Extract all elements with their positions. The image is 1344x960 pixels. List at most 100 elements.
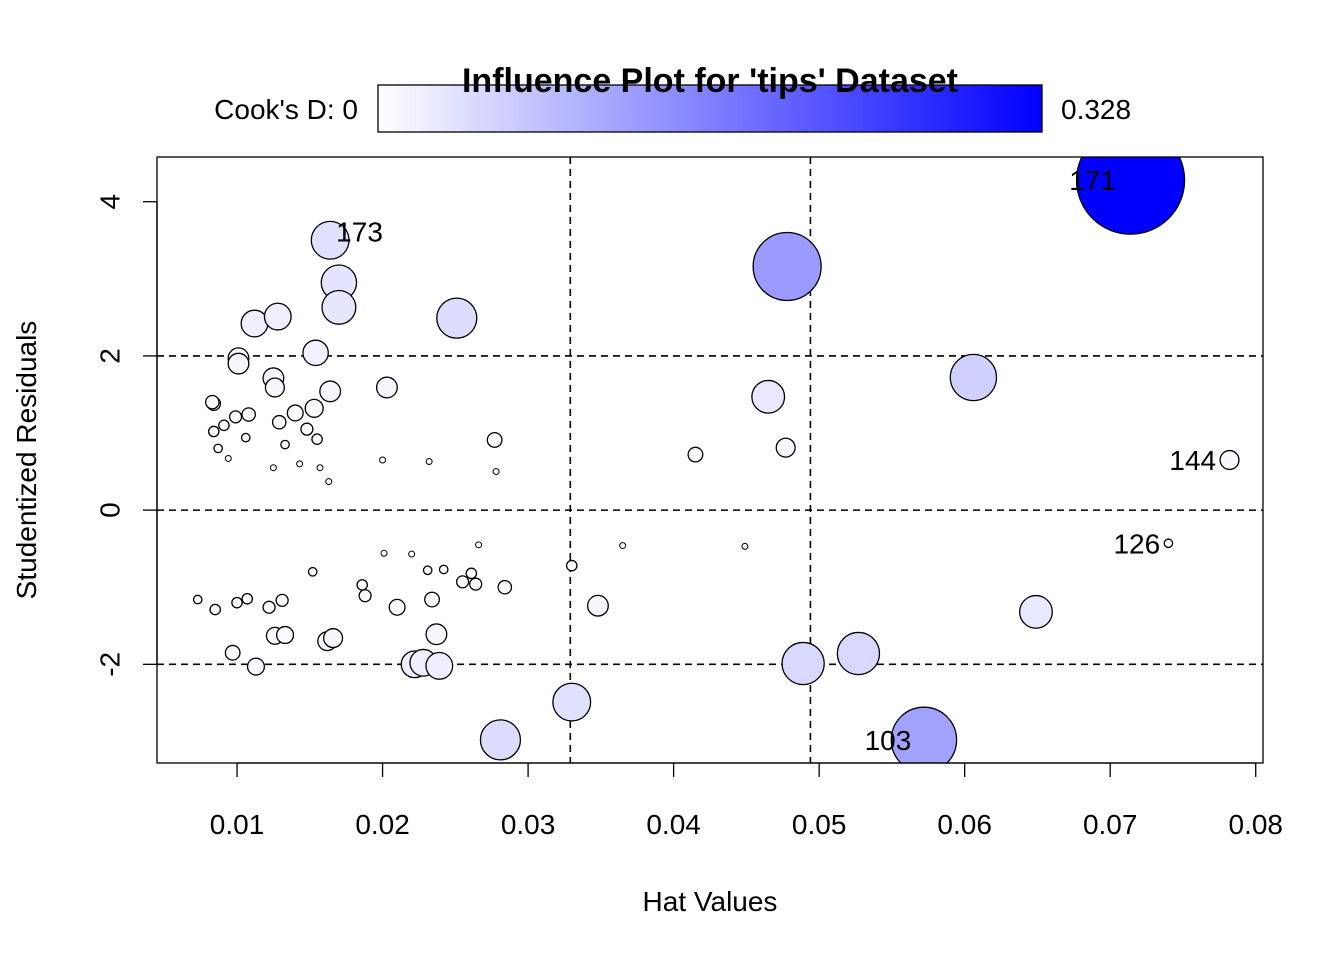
data-point: [1219, 449, 1240, 471]
data-point: [552, 682, 592, 722]
data-point: [209, 603, 222, 616]
data-point: [310, 220, 350, 260]
data-point: [479, 719, 522, 761]
data-point: [224, 644, 241, 661]
data-point: [356, 579, 369, 591]
data-point: [311, 433, 323, 445]
data-point: [241, 592, 254, 605]
data-point: [497, 579, 513, 595]
data-point: [300, 422, 314, 436]
legend-max-label: 0.328: [1061, 94, 1131, 125]
data-point: [422, 565, 433, 576]
data-point: [424, 591, 440, 608]
data-point: [263, 302, 292, 331]
point-label: 173: [336, 216, 383, 247]
x-tick-label: 0.04: [646, 809, 701, 840]
x-tick-label: 0.05: [792, 809, 847, 840]
x-tick-label: 0.01: [210, 809, 265, 840]
data-point: [224, 454, 232, 462]
y-axis-label: Studentized Residuals: [11, 321, 42, 600]
data-point: [455, 575, 470, 589]
data-point: [425, 458, 433, 466]
x-axis-label: Hat Values: [643, 886, 778, 917]
data-point: [323, 628, 344, 649]
data-point: [1075, 157, 1186, 235]
data-point: [388, 598, 406, 616]
point-label: 171: [1069, 165, 1116, 196]
data-point: [890, 706, 958, 763]
point-label: 144: [1169, 445, 1216, 476]
data-point: [425, 651, 454, 680]
y-tick-label: 0: [95, 502, 126, 518]
data-point: [286, 404, 304, 422]
data-point: [751, 379, 786, 414]
data-point: [475, 541, 483, 549]
data-point: [271, 414, 287, 430]
data-point: [586, 594, 609, 617]
data-point: [262, 600, 276, 614]
data-point: [316, 464, 324, 472]
data-point: [379, 456, 387, 464]
data-point: [218, 419, 230, 432]
data-point: [1163, 538, 1174, 549]
point-label: 126: [1113, 528, 1160, 559]
data-point: [380, 549, 388, 557]
y-tick-label: 2: [95, 348, 126, 364]
data-point: [438, 564, 449, 575]
data-point: [425, 623, 448, 646]
x-tick-label: 0.08: [1228, 809, 1283, 840]
chart-title: Influence Plot for 'tips' Dataset: [462, 62, 958, 100]
data-point: [319, 380, 342, 403]
data-point: [436, 297, 478, 339]
data-point: [836, 631, 881, 676]
data-point: [275, 593, 289, 607]
data-point: [213, 443, 223, 454]
point-labels: 171 173 144 126 103: [336, 165, 1216, 756]
data-point: [307, 566, 318, 577]
data-point: [207, 425, 220, 438]
data-point: [240, 432, 251, 443]
data-point: [240, 309, 269, 338]
data-point: [246, 657, 266, 676]
data-point: [781, 641, 825, 686]
data-point: [304, 398, 324, 418]
point-label: 103: [865, 725, 912, 756]
data-point: [204, 394, 220, 410]
data-point: [275, 625, 295, 645]
y-axis: -2 0 2 4: [95, 194, 158, 677]
data-point: [241, 407, 256, 422]
data-point: [408, 550, 416, 558]
data-point: [619, 542, 627, 550]
x-tick-label: 0.06: [937, 809, 992, 840]
data-point: [192, 594, 203, 605]
data-point: [469, 577, 483, 591]
x-tick-label: 0.03: [501, 809, 556, 840]
data-point: [227, 352, 250, 375]
legend-min-label: Cook's D: 0: [214, 94, 358, 125]
x-axis: 0.01 0.02 0.03 0.04 0.05 0.06 0.07 0.08: [210, 762, 1283, 840]
data-point: [280, 439, 290, 450]
data-point: [228, 410, 243, 424]
data-point: [565, 559, 578, 572]
data-point: [752, 231, 822, 302]
y-tick-label: -2: [95, 652, 126, 677]
data-point: [325, 478, 333, 486]
data-point: [486, 432, 503, 448]
legend: Cook's D: 0 0.328: [214, 84, 1131, 133]
data-point: [1018, 594, 1053, 629]
data-point: [687, 446, 704, 463]
data-point: [296, 460, 304, 468]
data-point: [269, 464, 277, 472]
data-point: [264, 377, 285, 398]
x-tick-label: 0.02: [355, 809, 410, 840]
data-point: [492, 468, 500, 476]
data-point: [949, 353, 998, 402]
data-point: [231, 596, 243, 609]
data-point: [465, 567, 478, 580]
data-point: [302, 339, 329, 367]
data-point: [321, 289, 357, 325]
y-tick-label: 4: [95, 194, 126, 210]
data-point: [741, 542, 749, 550]
data-point: [375, 376, 398, 399]
